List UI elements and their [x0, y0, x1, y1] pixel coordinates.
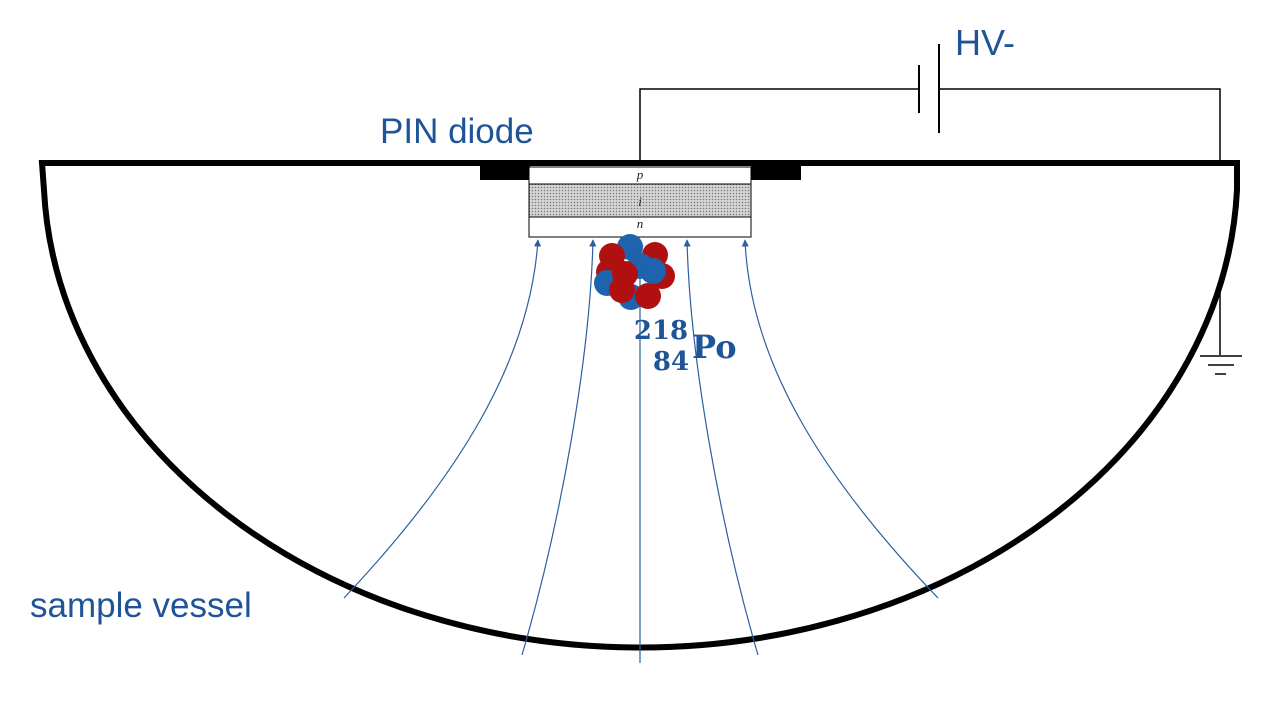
field-lines [343, 239, 939, 663]
hv-circuit [639, 88, 1221, 163]
nuclide-symbol: Po [692, 328, 737, 366]
pin-diode: p i n [528, 166, 752, 238]
field-line [683, 239, 759, 656]
ground-symbol-icon [1200, 285, 1242, 375]
diode-mount-right [751, 166, 801, 180]
sample-vessel-outline [38, 160, 1240, 651]
i-layer-label: i [638, 194, 642, 209]
p-layer-label: p [636, 167, 644, 182]
atomic-nucleus-icon [594, 234, 675, 310]
i-layer [528, 183, 752, 218]
pin-diode-label: PIN diode [380, 112, 534, 151]
n-layer [528, 216, 752, 238]
sample-vessel-label: sample vessel [30, 586, 252, 625]
diode-mount-left [480, 166, 530, 180]
wire-right [939, 88, 1221, 163]
field-line [741, 239, 939, 599]
battery-symbol-icon [918, 44, 940, 133]
wire-left [639, 88, 919, 163]
n-layer-label: n [637, 216, 644, 231]
nuclide-atomic-number: 84 [653, 347, 689, 377]
field-line [521, 239, 597, 656]
nuclide-mass-number: 218 [634, 316, 688, 346]
field-line [343, 239, 542, 599]
hv-label: HV- [955, 22, 1015, 63]
